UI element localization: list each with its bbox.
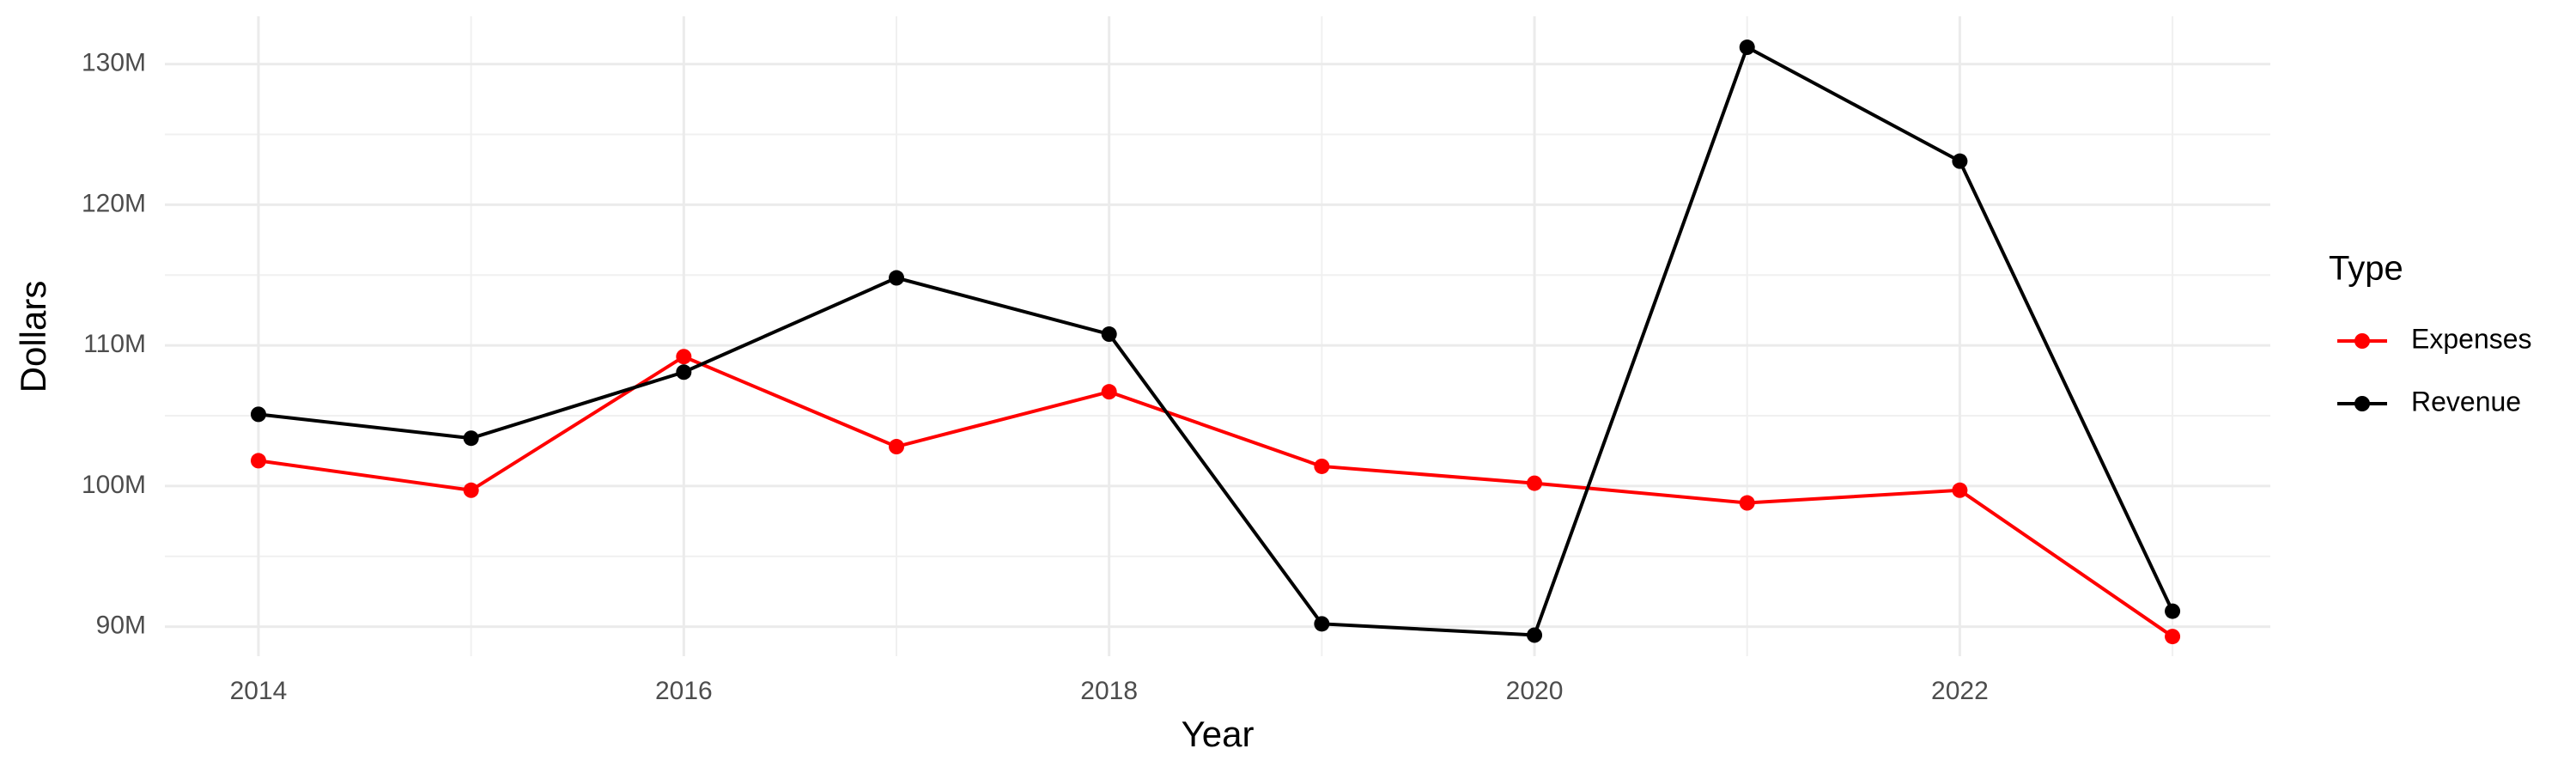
data-point: [1952, 153, 1968, 169]
x-axis-title: Year: [1182, 714, 1255, 754]
data-point: [889, 439, 905, 455]
series-line: [258, 354, 2174, 638]
legend-title: Type: [2329, 250, 2403, 288]
data-point: [1739, 40, 1755, 56]
y-tick-label: 100M: [82, 471, 146, 499]
x-tick-label: 2016: [655, 677, 713, 705]
legend-swatch-point: [2354, 333, 2370, 349]
data-point: [1101, 326, 1117, 343]
y-tick-label: 110M: [83, 330, 146, 358]
data-point: [1101, 384, 1117, 400]
legend-label: Expenses: [2411, 323, 2532, 354]
grid: 90M 100M 110M 120M 130M 2014 2016 2018 2020 2022: [82, 16, 2270, 705]
x-tick-label: 2014: [230, 677, 288, 705]
legend-swatch-point: [2354, 396, 2370, 411]
legend: Expenses Revenue: [2337, 323, 2532, 417]
data-point: [1527, 627, 1543, 643]
lines: [258, 45, 2174, 638]
y-tick-label: 130M: [82, 49, 146, 77]
data-point: [676, 364, 692, 380]
x-tick-label: 2020: [1506, 677, 1564, 705]
points: [250, 40, 2181, 645]
data-point: [463, 482, 479, 498]
x-tick-label: 2022: [1931, 677, 1989, 705]
data-point: [1952, 482, 1968, 498]
data-point: [889, 270, 905, 286]
data-point: [676, 349, 692, 365]
data-point: [2165, 629, 2181, 645]
y-tick-label: 120M: [82, 189, 146, 217]
data-point: [463, 430, 479, 447]
data-point: [1739, 495, 1755, 511]
y-axis-title: Dollars: [13, 281, 53, 393]
data-point: [2165, 603, 2181, 619]
data-point: [1527, 475, 1543, 491]
legend-label: Revenue: [2411, 386, 2521, 417]
data-point: [1314, 458, 1330, 474]
data-point: [250, 406, 266, 423]
data-point: [250, 453, 266, 469]
series-line: [258, 45, 2174, 637]
data-point: [1314, 616, 1330, 632]
x-tick-label: 2018: [1080, 677, 1138, 705]
y-tick-label: 90M: [96, 612, 146, 640]
